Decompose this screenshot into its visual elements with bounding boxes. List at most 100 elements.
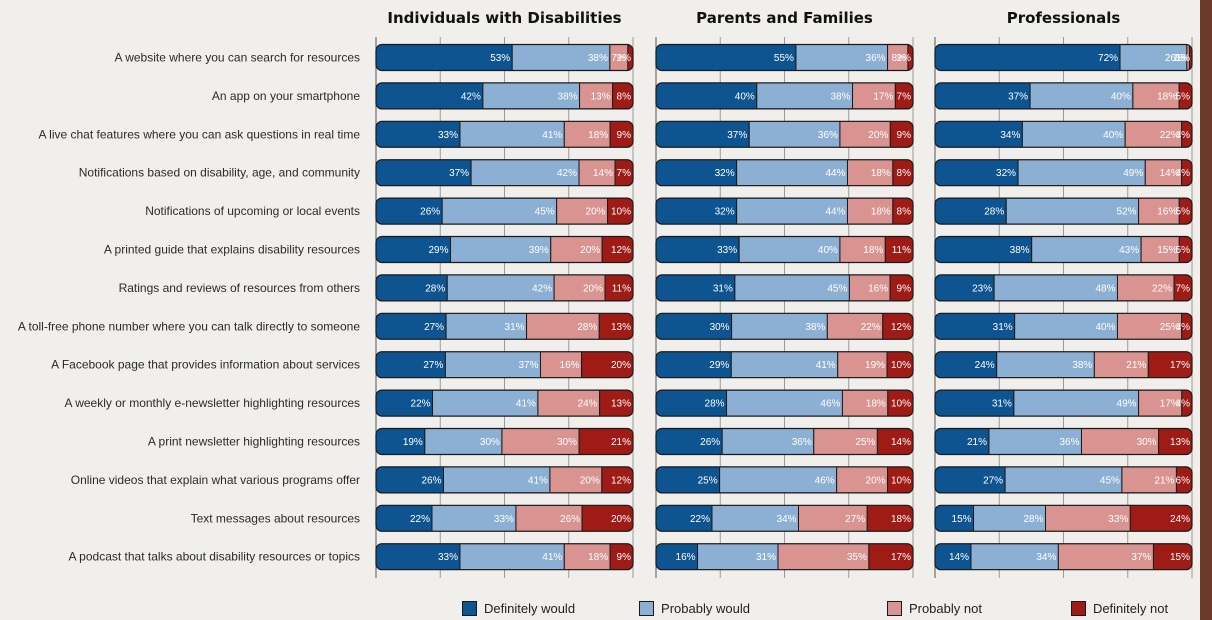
bar-segment [996, 351, 1095, 378]
data-label: 26% [560, 514, 580, 525]
data-label: 38% [1072, 360, 1092, 371]
bar-outline [934, 82, 1193, 110]
data-label: 11% [612, 283, 631, 294]
bar: 26% 36% 25% 14% [656, 428, 913, 455]
data-label: 42% [461, 91, 481, 102]
bar-outline [934, 43, 1193, 72]
data-label: 44% [825, 207, 845, 218]
bar: 30% 38% 22% 12% [656, 313, 913, 340]
data-label: 1% [1176, 53, 1191, 64]
legend-label: Probably would [661, 600, 750, 616]
data-label: 33% [438, 552, 458, 563]
data-label: 16% [560, 360, 580, 371]
bar-segment [1119, 44, 1188, 71]
bar: 22% 33% 26% 20% [376, 505, 633, 532]
data-label: 40% [735, 91, 755, 102]
bar-segment [988, 428, 1082, 455]
bar-outline [375, 274, 634, 302]
data-label: 12% [891, 322, 911, 333]
data-label: 37% [1008, 91, 1028, 102]
data-label: 18% [588, 552, 608, 563]
legend-label: Definitely not [1092, 600, 1169, 616]
data-label: 21% [611, 437, 631, 448]
bar: 27% 37% 16% 20% [376, 351, 633, 378]
data-label: 19% [403, 437, 423, 448]
bar-outline [655, 543, 914, 571]
bar-segment [549, 466, 603, 493]
bar-outline [934, 427, 1193, 456]
data-label: 29% [429, 245, 449, 256]
data-label: 9% [897, 130, 912, 141]
data-label: 38% [831, 91, 851, 102]
data-label: 36% [1059, 437, 1079, 448]
bar: 25% 46% 20% 10% [656, 466, 913, 493]
data-label: 17% [891, 552, 911, 563]
data-label: 17% [873, 91, 893, 102]
bar-segment [887, 390, 913, 417]
data-label: 37% [1131, 552, 1151, 563]
data-label: 52% [1117, 207, 1137, 218]
bar-outline [375, 235, 634, 264]
data-label: 49% [1123, 168, 1143, 179]
bar: 24% 38% 21% 17% [935, 351, 1192, 378]
bar-segment [726, 390, 843, 417]
bar: 28% 42% 20% 11% [376, 274, 633, 301]
bar-outline [375, 504, 634, 532]
bar-outline [375, 389, 634, 417]
data-label: 36% [792, 437, 812, 448]
data-label: 16% [1157, 207, 1177, 218]
data-label: 13% [611, 322, 631, 333]
bar-outline [375, 159, 634, 187]
data-label: 30% [557, 437, 577, 448]
bar-outline [375, 197, 634, 225]
data-label: 28% [984, 207, 1004, 218]
data-label: 38% [588, 53, 608, 64]
data-label: 7% [611, 53, 626, 64]
data-label: 27% [983, 475, 1003, 486]
category-label: Online videos that explain what various … [71, 473, 360, 487]
bar-segment [935, 44, 1121, 71]
data-label: 20% [583, 283, 603, 294]
bar-outline [934, 120, 1193, 148]
data-label: 20% [611, 514, 631, 525]
data-label: 72% [1098, 53, 1118, 64]
data-label: 6% [1176, 475, 1191, 486]
bar-outline [934, 389, 1193, 417]
bar-segment [846, 198, 894, 225]
category-label: A website where you can search for resou… [115, 51, 360, 65]
data-label: 4% [1176, 322, 1191, 333]
data-label: 33% [438, 130, 458, 141]
legend-swatch [639, 600, 655, 616]
bar-segment [1147, 351, 1192, 378]
data-label: 31% [992, 399, 1012, 410]
category-label: A print newsletter highlighting resource… [148, 435, 360, 449]
bar-outline [655, 235, 914, 264]
bar: 33% 41% 18% 9% [376, 121, 633, 148]
data-label: 24% [1170, 514, 1190, 525]
bar: 55% 36% 8%2% [656, 44, 913, 71]
bar: 31% 49% 17%4% [935, 390, 1192, 417]
data-label: 39% [529, 245, 549, 256]
bar-outline [934, 274, 1193, 302]
bar-segment [424, 428, 503, 455]
data-label: 21% [1154, 475, 1174, 486]
bar-segment [1045, 505, 1131, 532]
data-label: 17% [1170, 360, 1190, 371]
data-label: 26% [700, 437, 720, 448]
data-label: 17% [1160, 399, 1180, 410]
data-label: 28% [425, 283, 445, 294]
data-label: 25% [1160, 322, 1180, 333]
data-label: 18% [871, 168, 891, 179]
bar-outline [655, 312, 914, 340]
right-edge-border [1200, 0, 1212, 620]
bar-segment [973, 505, 1047, 532]
bar-segment [515, 505, 583, 532]
category-label: Notifications based on disability, age, … [79, 166, 360, 180]
data-label: 40% [1111, 91, 1131, 102]
bar: 28% 46% 18% 10% [656, 390, 913, 417]
data-label: 34% [776, 514, 796, 525]
data-label: 46% [815, 475, 835, 486]
data-label: 32% [996, 168, 1016, 179]
bar: 15% 28% 33% 24% [935, 505, 1192, 532]
